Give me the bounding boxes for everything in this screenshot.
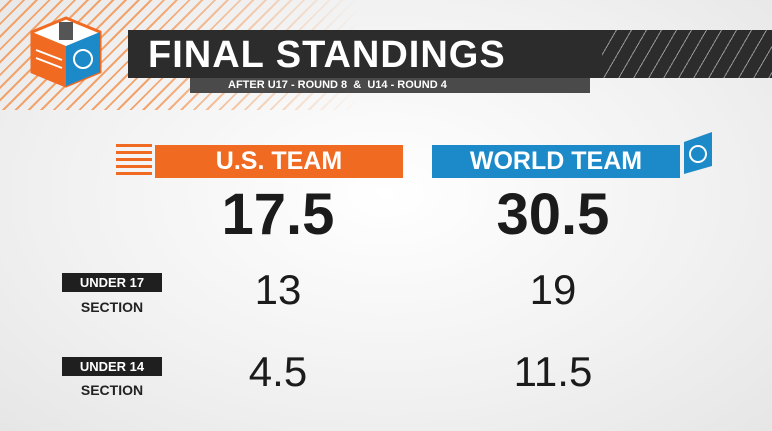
team-total: 30.5 [496,182,610,247]
subtitle-bar [190,78,590,93]
us-flag [116,144,152,175]
bar-lines [602,30,772,78]
score: 19 [529,266,577,313]
world-icon [684,132,712,174]
logo [30,16,102,88]
team-banner: U.S. TEAM [155,145,403,178]
score: 11.5 [513,348,593,395]
section-label: UNDER 14 [62,357,162,376]
score: 4.5 [248,348,308,395]
team-banner: WORLD TEAM [432,145,680,178]
header-bar [128,30,772,78]
subtitle: AFTER U17 - ROUND 8 & U14 - ROUND 4 [228,79,447,91]
title: FINAL STANDINGS [148,34,506,76]
score: 13 [254,266,302,313]
team-total: 17.5 [221,182,335,247]
section-sublabel: SECTION [80,382,144,398]
section-sublabel: SECTION [80,299,144,315]
section-label: UNDER 17 [62,273,162,292]
